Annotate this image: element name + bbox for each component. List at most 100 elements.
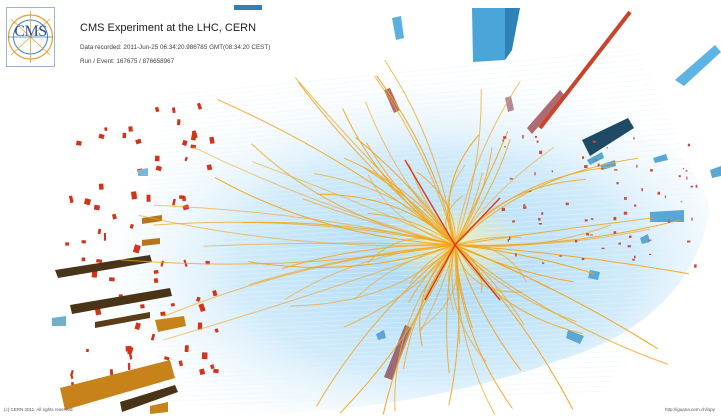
tracker-line xyxy=(132,207,691,240)
forward-hit xyxy=(633,137,635,140)
forward-hit xyxy=(648,253,652,255)
forward-hit xyxy=(512,220,515,223)
track xyxy=(217,99,456,246)
forward-hit xyxy=(501,207,505,211)
track xyxy=(454,178,587,246)
ecal-hit xyxy=(131,191,138,200)
track xyxy=(353,244,456,300)
logo-text: CMS xyxy=(14,23,47,40)
track xyxy=(409,244,456,284)
forward-hit xyxy=(691,217,693,221)
ecal-hit xyxy=(176,119,181,126)
tracker-line xyxy=(164,370,617,388)
forward-hit xyxy=(541,212,544,215)
track xyxy=(454,244,523,293)
muon-tracks xyxy=(404,10,632,301)
track xyxy=(419,244,456,333)
cms-logo-icon: CMS xyxy=(6,7,55,67)
ecal-hit xyxy=(172,198,176,206)
forward-hit xyxy=(624,197,627,200)
track xyxy=(416,171,456,246)
track xyxy=(367,238,456,264)
forward-hit xyxy=(509,178,513,180)
ecal-hit xyxy=(97,228,102,235)
forward-hit xyxy=(680,201,683,203)
page-title: CMS Experiment at the LHC, CERN xyxy=(80,22,257,34)
forward-hit xyxy=(695,184,698,188)
ecal-hit xyxy=(70,374,74,380)
forward-hit xyxy=(687,240,691,243)
tracker-line xyxy=(141,271,662,298)
track xyxy=(419,244,456,347)
forward-hit xyxy=(502,139,504,142)
forward-hit xyxy=(534,172,536,176)
ecal-hit xyxy=(213,368,219,374)
forward-hit xyxy=(657,191,661,195)
forward-hits xyxy=(501,135,698,268)
forward-hit xyxy=(648,239,652,241)
track xyxy=(339,244,456,414)
ecal-hit xyxy=(93,204,101,211)
forward-hit xyxy=(623,211,628,215)
forward-hit xyxy=(597,163,600,167)
forward-hit xyxy=(584,219,588,222)
track xyxy=(454,244,574,283)
track xyxy=(162,244,456,341)
track xyxy=(364,101,456,246)
forward-hit xyxy=(678,175,681,178)
ecal-hit xyxy=(111,213,117,220)
muon-chambers xyxy=(384,88,565,380)
track xyxy=(203,242,456,247)
tracker-line xyxy=(154,326,637,348)
tracker-line xyxy=(150,128,674,168)
forward-hit xyxy=(613,216,617,221)
website-link[interactable]: http://iguana.cern.ch/ispy xyxy=(664,407,715,412)
tracker-line xyxy=(151,316,642,339)
ecal-hit xyxy=(98,133,105,140)
ecal-hit xyxy=(182,195,186,202)
forward-hit xyxy=(629,235,632,238)
forward-hit xyxy=(529,190,532,192)
forward-hit xyxy=(582,156,585,159)
ecal-hit xyxy=(70,370,74,377)
forward-hit xyxy=(504,146,506,148)
forward-hit xyxy=(586,233,590,236)
ecal-hit xyxy=(75,140,82,146)
tracker-line xyxy=(168,49,638,96)
tracker-line xyxy=(139,262,666,289)
tracker-line xyxy=(153,321,639,343)
ecal-hit xyxy=(154,155,160,162)
track xyxy=(454,147,493,246)
forward-hit xyxy=(634,255,636,259)
track xyxy=(447,164,466,246)
track xyxy=(454,146,555,246)
tracker-line xyxy=(155,331,635,352)
tracker-line xyxy=(131,227,682,258)
ecal-hit xyxy=(171,107,176,114)
track xyxy=(343,244,456,328)
track xyxy=(454,89,482,246)
ecal-hits xyxy=(65,102,219,398)
ecal-hit xyxy=(98,183,104,190)
forward-hit xyxy=(685,170,688,172)
tracker-line xyxy=(165,375,615,393)
ecal-hit xyxy=(163,356,170,361)
forward-hit xyxy=(606,147,608,149)
track xyxy=(294,77,456,246)
data-recorded: Data recorded: 2011-Jun-25 06:34:20.9867… xyxy=(80,44,271,51)
track xyxy=(382,244,456,415)
forward-hit xyxy=(632,258,635,261)
ecal-hit xyxy=(85,348,90,353)
track xyxy=(315,244,456,407)
track xyxy=(281,244,456,270)
forward-hit xyxy=(594,159,598,161)
track xyxy=(367,212,456,246)
forward-hit xyxy=(590,218,594,220)
tracker-line xyxy=(157,341,630,361)
ecal-hit xyxy=(104,127,108,132)
forward-hit xyxy=(641,188,643,192)
ecal-hit xyxy=(160,311,166,316)
ecal-hit xyxy=(71,381,74,386)
charged-tracks xyxy=(119,59,690,416)
forward-hit xyxy=(522,135,524,139)
